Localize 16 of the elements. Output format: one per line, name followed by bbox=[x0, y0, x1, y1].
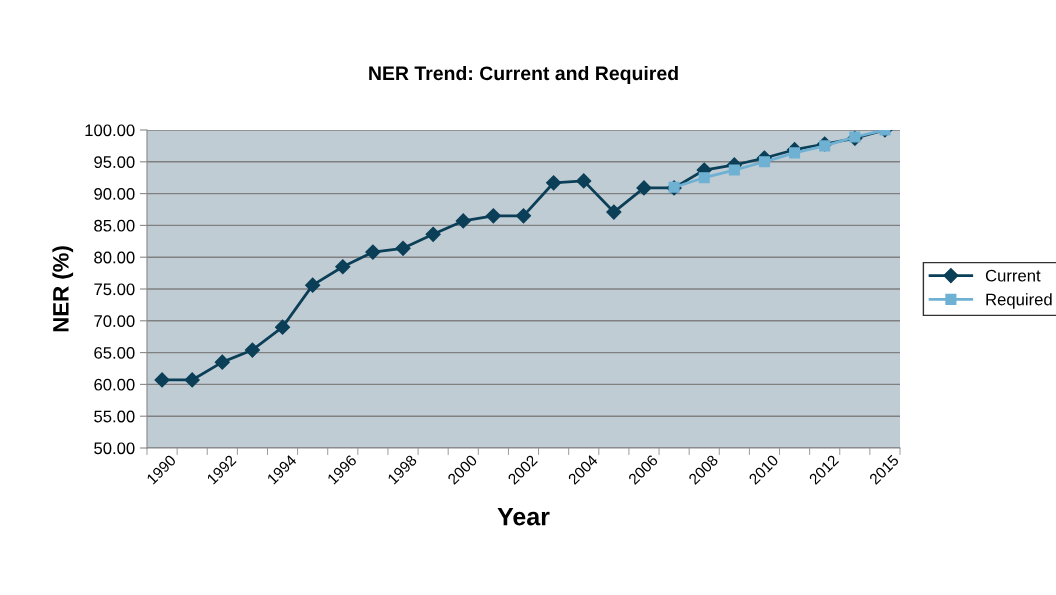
y-tick-label: 100.00 bbox=[85, 124, 135, 137]
y-tick-label: 65.00 bbox=[94, 347, 135, 359]
y-tick-label: 95.00 bbox=[94, 156, 135, 168]
y-tick-label: 70.00 bbox=[94, 315, 135, 327]
y-tick-label: 80.00 bbox=[94, 251, 135, 264]
x-axis-title: Year bbox=[497, 508, 550, 526]
legend-label: Required bbox=[986, 293, 1052, 309]
y-tick-label: 75.00 bbox=[94, 283, 135, 296]
legend-label: Current bbox=[985, 269, 1041, 282]
chart-title: NER Trend: Current and Required bbox=[369, 65, 678, 85]
y-tick-label: 60.00 bbox=[94, 378, 135, 391]
y-tick-label: 90.00 bbox=[94, 188, 135, 200]
y-tick-label: 85.00 bbox=[94, 219, 135, 232]
y-tick-label: 55.00 bbox=[94, 410, 135, 423]
y-axis-title: NER (%) bbox=[52, 246, 74, 332]
y-tick-label: 50.00 bbox=[94, 442, 135, 455]
